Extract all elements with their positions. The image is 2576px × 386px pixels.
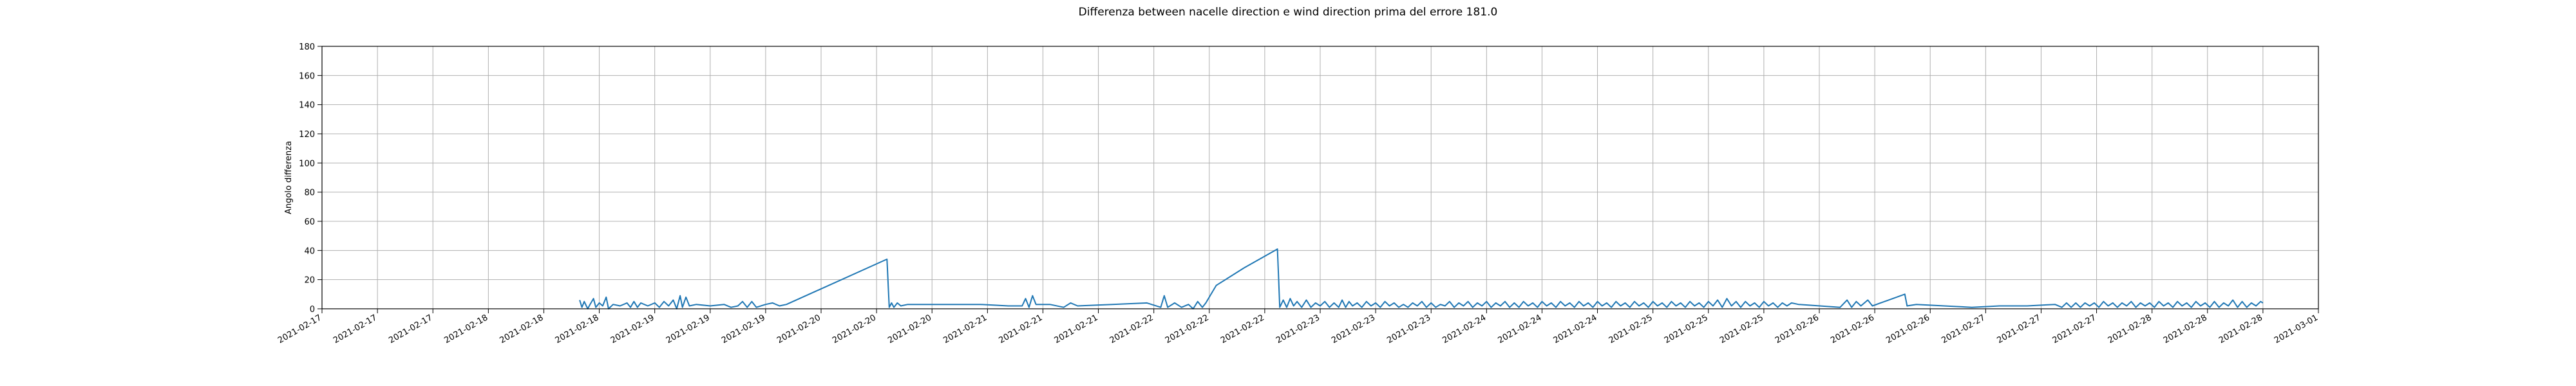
x-tick-label: 2021-02-17 xyxy=(332,313,379,345)
y-tick-label: 100 xyxy=(299,159,315,169)
x-tick-label: 2021-02-22 xyxy=(1164,313,1211,345)
x-tick-label: 2021-02-27 xyxy=(2051,313,2098,345)
series-line xyxy=(579,248,2264,309)
x-tick-label: 2021-02-21 xyxy=(942,313,989,345)
x-tick-label: 2021-02-25 xyxy=(1607,313,1654,345)
y-tick-label: 60 xyxy=(304,217,315,227)
x-tick-label: 2021-02-21 xyxy=(998,313,1045,345)
x-tick-label: 2021-02-18 xyxy=(554,313,601,345)
plot-frame xyxy=(321,46,2319,309)
chart-title: Differenza between nacelle direction e w… xyxy=(1079,6,1498,19)
series-layer xyxy=(579,248,2264,309)
x-tick-label: 2021-02-20 xyxy=(831,313,878,345)
x-tick-label: 2021-02-20 xyxy=(886,313,933,345)
x-tick-label: 2021-02-28 xyxy=(2162,313,2209,345)
x-tick-label: 2021-02-28 xyxy=(2107,313,2154,345)
x-tick-label: 2021-02-22 xyxy=(1219,313,1266,345)
x-tick-label: 2021-02-23 xyxy=(1274,313,1321,345)
x-tick-label: 2021-02-27 xyxy=(1940,313,1987,345)
x-tick-label: 2021-02-18 xyxy=(442,313,489,345)
x-tick-label: 2021-02-26 xyxy=(1774,313,1821,345)
x-tick-label: 2021-02-25 xyxy=(1663,313,1710,345)
x-tick-label: 2021-02-21 xyxy=(1053,313,1100,345)
x-tick-label: 2021-02-19 xyxy=(609,313,656,345)
x-tick-label: 2021-02-27 xyxy=(1996,313,2043,345)
y-tick-label: 160 xyxy=(299,71,315,81)
x-tick-label: 2021-02-25 xyxy=(1718,313,1765,345)
x-tick-label: 2021-02-24 xyxy=(1497,313,1544,345)
x-tick-label: 2021-02-23 xyxy=(1385,313,1432,345)
x-tick-label: 2021-02-28 xyxy=(2217,313,2264,345)
x-tick-label: 2021-02-20 xyxy=(775,313,822,345)
x-tick-label: 2021-02-18 xyxy=(498,313,545,345)
grid-lines xyxy=(321,46,2319,309)
y-tick-label: 0 xyxy=(310,305,315,315)
x-tick-label: 2021-02-26 xyxy=(1884,313,1931,345)
y-tick-label: 40 xyxy=(304,246,315,256)
y-tick-label: 140 xyxy=(299,101,315,111)
y-tick-label: 80 xyxy=(304,188,315,198)
x-tick-label: 2021-02-22 xyxy=(1108,313,1155,345)
x-tick-label: 2021-02-26 xyxy=(1829,313,1876,345)
y-tick-label: 20 xyxy=(304,276,315,286)
x-tick-label: 2021-02-23 xyxy=(1330,313,1377,345)
x-tick-label: 2021-02-24 xyxy=(1441,313,1488,345)
x-tick-label: 2021-03-01 xyxy=(2273,313,2320,345)
x-tick-label: 2021-02-17 xyxy=(276,313,323,345)
x-tick-label: 2021-02-24 xyxy=(1552,313,1599,345)
x-tick-label: 2021-02-17 xyxy=(387,313,434,345)
y-tick-label: 120 xyxy=(299,130,315,140)
y-axis-label: Angolo differenza xyxy=(284,141,294,214)
x-tick-label: 2021-02-19 xyxy=(665,313,712,345)
y-tick-label: 180 xyxy=(299,42,315,52)
x-tick-label: 2021-02-19 xyxy=(720,313,767,345)
